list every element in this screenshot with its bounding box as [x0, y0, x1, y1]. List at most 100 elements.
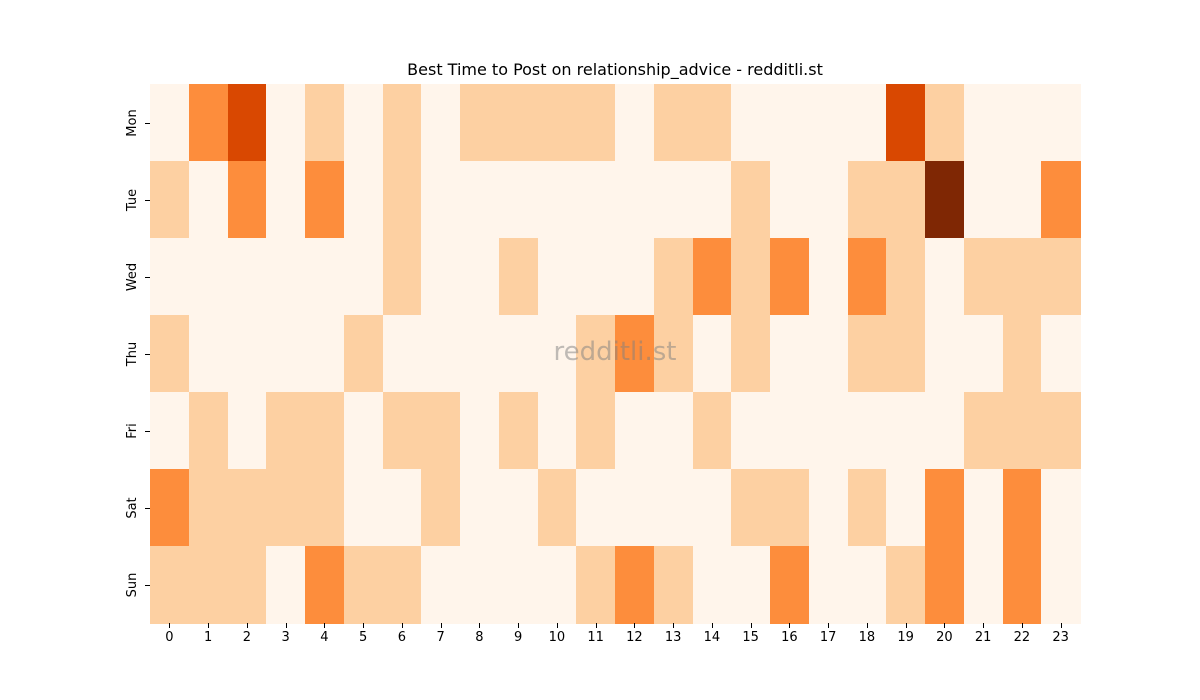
x-tick	[711, 623, 713, 628]
heatmap-cell	[692, 238, 732, 316]
y-tick-label: Mon	[125, 108, 140, 137]
heatmap-cell	[266, 392, 306, 470]
heatmap-cell	[498, 161, 539, 239]
heatmap-cell	[460, 238, 500, 316]
heatmap-cell	[615, 238, 655, 316]
x-tick	[479, 623, 481, 628]
heatmap-cell	[925, 161, 965, 239]
heatmap-cell	[498, 546, 539, 624]
heatmap-cell	[770, 161, 810, 239]
heatmap-cell	[770, 546, 810, 624]
heatmap-cell	[227, 238, 267, 316]
heatmap-cell	[615, 161, 655, 239]
heatmap-cell	[150, 161, 190, 239]
heatmap-cell	[886, 392, 926, 470]
heatmap-cell	[421, 546, 461, 624]
heatmap-cell	[227, 392, 267, 470]
heatmap-cell	[653, 238, 694, 316]
heatmap-cell	[925, 392, 965, 470]
heatmap-cell	[305, 238, 345, 316]
heatmap-cell	[963, 315, 1004, 393]
heatmap-cell	[150, 392, 190, 470]
heatmap-cell	[770, 469, 810, 547]
x-tick-label: 17	[819, 630, 837, 645]
heatmap-cell	[421, 84, 461, 162]
heatmap-cell	[343, 238, 384, 316]
x-tick-label: 1	[203, 630, 213, 645]
heatmap-cell	[150, 238, 190, 316]
heatmap-cell	[382, 392, 422, 470]
heatmap-cell	[150, 315, 190, 393]
heatmap-cell	[692, 546, 732, 624]
heatmap-cell	[731, 84, 771, 162]
x-tick	[401, 623, 403, 628]
heatmap-cell	[343, 161, 384, 239]
heatmap-cell	[963, 469, 1004, 547]
x-tick-label: 8	[475, 630, 484, 645]
x-tick	[246, 623, 248, 628]
heatmap-cell	[188, 546, 229, 624]
heatmap-cell	[188, 315, 229, 393]
x-tick-label: 19	[897, 630, 914, 645]
heatmap-cell	[731, 392, 771, 470]
heatmap-cell	[808, 315, 849, 393]
x-tick	[944, 623, 946, 628]
heatmap-cell	[150, 546, 190, 624]
x-tick-label: 7	[436, 630, 445, 645]
heatmap-cell	[615, 315, 655, 393]
heatmap-cell	[886, 238, 926, 316]
x-tick	[634, 623, 636, 628]
heatmap-cell	[382, 469, 422, 547]
heatmap-cell	[770, 84, 810, 162]
y-tick-label: Sun	[125, 572, 140, 597]
heatmap-cell	[460, 161, 500, 239]
x-tick	[363, 623, 365, 628]
heatmap-cell	[537, 469, 577, 547]
x-tick	[285, 623, 287, 628]
heatmap-cell	[421, 161, 461, 239]
heatmap-cell	[731, 161, 771, 239]
x-tick-label: 21	[974, 630, 992, 645]
heatmap-cell	[460, 84, 500, 162]
heatmap-cell	[537, 161, 577, 239]
heatmap-cell	[576, 161, 616, 239]
y-tick-label: Sat	[125, 496, 140, 519]
x-tick-label: 18	[858, 630, 876, 645]
heatmap-cell	[963, 84, 1004, 162]
heatmap-cell	[382, 84, 422, 162]
heatmap-cell	[808, 161, 849, 239]
heatmap-cell	[460, 392, 500, 470]
x-tick	[556, 623, 558, 628]
heatmap-grid	[150, 84, 1081, 624]
heatmap-cell	[731, 546, 771, 624]
heatmap-cell	[731, 238, 771, 316]
heatmap-cell	[227, 84, 267, 162]
x-tick-label: 0	[165, 630, 174, 645]
heatmap-cell	[460, 315, 500, 393]
heatmap-cell	[653, 315, 694, 393]
heatmap-cell	[150, 84, 190, 162]
x-tick-label: 20	[936, 630, 953, 645]
heatmap-cell	[460, 546, 500, 624]
y-tick-label: Wed	[125, 262, 140, 291]
x-tick	[828, 623, 830, 628]
heatmap-cell	[382, 238, 422, 316]
x-tick	[1060, 623, 1062, 628]
heatmap-cell	[963, 238, 1004, 316]
x-tick-label: 5	[358, 630, 368, 645]
y-tick-label: Thu	[125, 341, 140, 366]
heatmap-cell	[692, 392, 732, 470]
heatmap-cell	[305, 315, 345, 393]
heatmap-cell	[266, 238, 306, 316]
heatmap-cell	[808, 546, 849, 624]
heatmap-cell	[847, 238, 887, 316]
heatmap-cell	[537, 546, 577, 624]
heatmap-cell	[615, 546, 655, 624]
heatmap-cell	[343, 469, 384, 547]
heatmap-cell	[653, 84, 694, 162]
heatmap-cell	[227, 469, 267, 547]
heatmap-cell	[188, 469, 229, 547]
x-tick-label: 9	[513, 630, 523, 645]
heatmap-cell	[847, 84, 887, 162]
heatmap-cell	[1002, 546, 1042, 624]
